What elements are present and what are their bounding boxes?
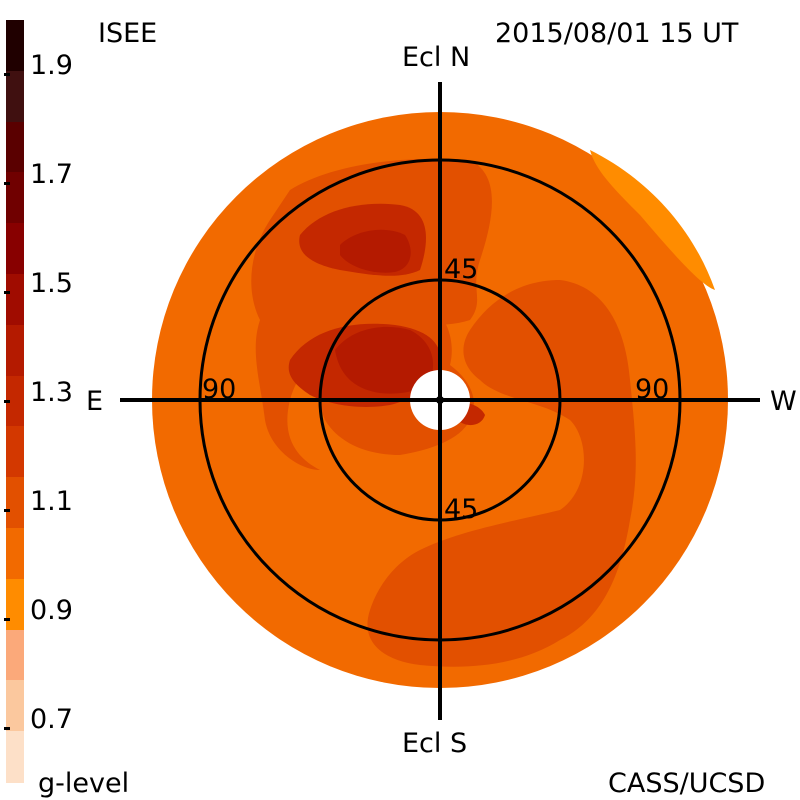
colorbar: [6, 20, 24, 783]
colorbar-tick-label: 1.9: [30, 50, 73, 82]
colorbar-tick-label: 0.7: [30, 703, 73, 735]
contour-1.1-west-south: [367, 280, 636, 667]
colorbar-segment: [6, 20, 24, 72]
compass-west: W: [770, 386, 797, 417]
ring-label-outer-right: 90: [635, 374, 670, 405]
colorbar-tick-label: 0.9: [30, 594, 73, 626]
colorbar-tick: [4, 182, 10, 186]
credit-label: CASS/UCSD: [608, 768, 766, 799]
colorbar-segment: [6, 70, 24, 123]
colorbar-segment: [6, 578, 24, 631]
colorbar-tick-label: 1.5: [30, 268, 73, 300]
ring-label-inner-bottom: 45: [444, 494, 479, 525]
colorbar-tick: [4, 617, 10, 621]
colorbar-segment: [6, 324, 24, 377]
colorbar-tick: [4, 400, 10, 403]
colorbar-segment: [6, 629, 24, 682]
colorbar-tick: [4, 726, 10, 730]
colorbar-segment: [6, 121, 24, 174]
ring-label-inner-top: 45: [444, 254, 479, 285]
contour-0.9-northwest: [590, 150, 715, 290]
colorbar-segment: [6, 731, 24, 783]
colorbar-segment: [6, 426, 24, 479]
contour-1.3-north: [340, 229, 411, 273]
colorbar-tick-label: 1.3: [30, 377, 73, 408]
ring-label-outer-left: 90: [202, 374, 237, 405]
colorbar-segment: [6, 223, 24, 275]
colorbar-segment: [6, 172, 24, 225]
colorbar-tick: [4, 291, 10, 295]
colorbar-title: g-level: [38, 768, 130, 799]
colorbar-tick: [4, 508, 10, 512]
colorbar-segment: [6, 528, 24, 580]
colorbar-tick: [4, 73, 10, 77]
compass-south: Ecl S: [402, 728, 468, 759]
colorbar-segment: [6, 477, 24, 529]
compass-east: E: [86, 386, 104, 417]
compass-north: Ecl N: [402, 42, 471, 73]
center-dot: [436, 396, 444, 404]
timestamp: 2015/08/01 15 UT: [495, 18, 739, 49]
colorbar-tick-label: 1.7: [30, 159, 73, 191]
contour-1.3-northeast: [335, 326, 434, 394]
instrument-label: ISEE: [98, 18, 158, 49]
colorbar-segment: [6, 375, 24, 428]
colorbar-segment: [6, 680, 24, 733]
colorbar-tick-label: 1.1: [30, 485, 73, 517]
colorbar-segment: [6, 274, 24, 326]
